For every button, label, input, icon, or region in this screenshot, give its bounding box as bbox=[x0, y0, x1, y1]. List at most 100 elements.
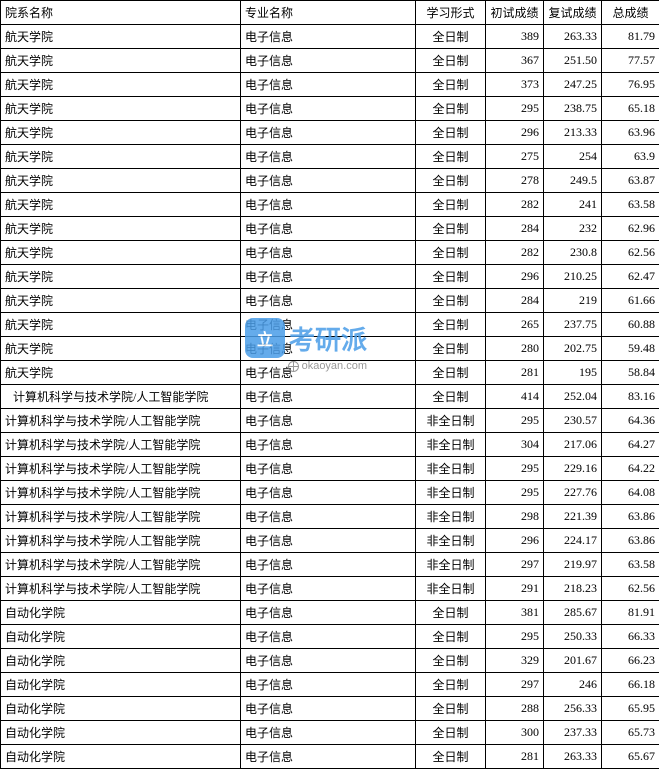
table-cell: 288 bbox=[486, 697, 544, 721]
table-cell: 59.48 bbox=[602, 337, 659, 361]
table-cell: 250.33 bbox=[544, 625, 602, 649]
table-cell: 65.95 bbox=[602, 697, 659, 721]
table-cell: 263.33 bbox=[544, 25, 602, 49]
table-cell: 295 bbox=[486, 457, 544, 481]
table-cell: 66.23 bbox=[602, 649, 659, 673]
table-cell: 291 bbox=[486, 577, 544, 601]
table-cell: 电子信息 bbox=[241, 193, 416, 217]
table-cell: 63.58 bbox=[602, 553, 659, 577]
table-cell: 238.75 bbox=[544, 97, 602, 121]
table-cell: 219.97 bbox=[544, 553, 602, 577]
table-cell: 62.47 bbox=[602, 265, 659, 289]
table-row: 航天学院电子信息全日制282230.862.56 bbox=[1, 241, 659, 265]
table-cell: 296 bbox=[486, 121, 544, 145]
table-cell: 263.33 bbox=[544, 745, 602, 769]
table-row: 航天学院电子信息全日制27525463.9 bbox=[1, 145, 659, 169]
table-cell: 非全日制 bbox=[416, 505, 486, 529]
table-row: 计算机科学与技术学院/人工智能学院电子信息非全日制304217.0664.27 bbox=[1, 433, 659, 457]
table-cell: 232 bbox=[544, 217, 602, 241]
table-cell: 电子信息 bbox=[241, 433, 416, 457]
table-cell: 航天学院 bbox=[1, 217, 241, 241]
table-cell: 63.86 bbox=[602, 529, 659, 553]
table-row: 自动化学院电子信息全日制381285.6781.91 bbox=[1, 601, 659, 625]
table-cell: 237.75 bbox=[544, 313, 602, 337]
table-cell: 电子信息 bbox=[241, 649, 416, 673]
table-row: 航天学院电子信息全日制373247.2576.95 bbox=[1, 73, 659, 97]
table-cell: 304 bbox=[486, 433, 544, 457]
table-cell: 自动化学院 bbox=[1, 649, 241, 673]
table-cell: 251.50 bbox=[544, 49, 602, 73]
table-cell: 230.57 bbox=[544, 409, 602, 433]
table-cell: 65.73 bbox=[602, 721, 659, 745]
table-cell: 295 bbox=[486, 481, 544, 505]
table-cell: 全日制 bbox=[416, 49, 486, 73]
table-cell: 电子信息 bbox=[241, 385, 416, 409]
table-row: 航天学院电子信息全日制278249.563.87 bbox=[1, 169, 659, 193]
table-row: 航天学院电子信息全日制296210.2562.47 bbox=[1, 265, 659, 289]
table-cell: 计算机科学与技术学院/人工智能学院 bbox=[1, 385, 241, 409]
table-cell: 自动化学院 bbox=[1, 673, 241, 697]
table-cell: 63.96 bbox=[602, 121, 659, 145]
table-cell: 全日制 bbox=[416, 649, 486, 673]
table-cell: 自动化学院 bbox=[1, 745, 241, 769]
table-cell: 计算机科学与技术学院/人工智能学院 bbox=[1, 433, 241, 457]
table-cell: 航天学院 bbox=[1, 25, 241, 49]
table-cell: 非全日制 bbox=[416, 577, 486, 601]
table-cell: 296 bbox=[486, 529, 544, 553]
table-cell: 64.36 bbox=[602, 409, 659, 433]
table-cell: 全日制 bbox=[416, 145, 486, 169]
table-cell: 非全日制 bbox=[416, 433, 486, 457]
table-cell: 非全日制 bbox=[416, 457, 486, 481]
table-cell: 62.56 bbox=[602, 577, 659, 601]
table-cell: 电子信息 bbox=[241, 577, 416, 601]
table-row: 计算机科学与技术学院/人工智能学院电子信息非全日制295230.5764.36 bbox=[1, 409, 659, 433]
table-cell: 275 bbox=[486, 145, 544, 169]
table-cell: 281 bbox=[486, 361, 544, 385]
table-cell: 电子信息 bbox=[241, 241, 416, 265]
table-cell: 63.58 bbox=[602, 193, 659, 217]
table-cell: 航天学院 bbox=[1, 265, 241, 289]
table-cell: 414 bbox=[486, 385, 544, 409]
table-cell: 计算机科学与技术学院/人工智能学院 bbox=[1, 577, 241, 601]
table-row: 计算机科学与技术学院/人工智能学院电子信息非全日制295227.7664.08 bbox=[1, 481, 659, 505]
table-row: 航天学院电子信息全日制367251.5077.57 bbox=[1, 49, 659, 73]
table-cell: 电子信息 bbox=[241, 145, 416, 169]
table-row: 航天学院电子信息全日制296213.3363.96 bbox=[1, 121, 659, 145]
table-cell: 300 bbox=[486, 721, 544, 745]
table-cell: 202.75 bbox=[544, 337, 602, 361]
header-major: 专业名称 bbox=[241, 1, 416, 25]
table-row: 计算机科学与技术学院/人工智能学院电子信息非全日制295229.1664.22 bbox=[1, 457, 659, 481]
table-cell: 电子信息 bbox=[241, 625, 416, 649]
table-cell: 246 bbox=[544, 673, 602, 697]
table-row: 航天学院电子信息全日制280202.7559.48 bbox=[1, 337, 659, 361]
table-cell: 224.17 bbox=[544, 529, 602, 553]
table-cell: 282 bbox=[486, 193, 544, 217]
table-cell: 全日制 bbox=[416, 289, 486, 313]
table-cell: 电子信息 bbox=[241, 505, 416, 529]
table-body: 航天学院电子信息全日制389263.3381.79航天学院电子信息全日制3672… bbox=[1, 25, 659, 769]
table-cell: 297 bbox=[486, 673, 544, 697]
table-cell: 66.33 bbox=[602, 625, 659, 649]
table-cell: 256.33 bbox=[544, 697, 602, 721]
header-score1: 初试成绩 bbox=[486, 1, 544, 25]
table-cell: 计算机科学与技术学院/人工智能学院 bbox=[1, 505, 241, 529]
table-cell: 电子信息 bbox=[241, 409, 416, 433]
table-cell: 电子信息 bbox=[241, 121, 416, 145]
table-row: 航天学院电子信息全日制28421961.66 bbox=[1, 289, 659, 313]
table-cell: 298 bbox=[486, 505, 544, 529]
table-cell: 62.56 bbox=[602, 241, 659, 265]
table-cell: 241 bbox=[544, 193, 602, 217]
table-cell: 65.67 bbox=[602, 745, 659, 769]
table-cell: 航天学院 bbox=[1, 241, 241, 265]
table-cell: 计算机科学与技术学院/人工智能学院 bbox=[1, 409, 241, 433]
table-cell: 航天学院 bbox=[1, 121, 241, 145]
table-cell: 237.33 bbox=[544, 721, 602, 745]
table-cell: 284 bbox=[486, 289, 544, 313]
table-cell: 非全日制 bbox=[416, 409, 486, 433]
table-cell: 63.87 bbox=[602, 169, 659, 193]
table-cell: 295 bbox=[486, 409, 544, 433]
table-cell: 自动化学院 bbox=[1, 697, 241, 721]
table-cell: 201.67 bbox=[544, 649, 602, 673]
table-row: 计算机科学与技术学院/人工智能学院电子信息非全日制297219.9763.58 bbox=[1, 553, 659, 577]
table-row: 自动化学院电子信息全日制29724666.18 bbox=[1, 673, 659, 697]
